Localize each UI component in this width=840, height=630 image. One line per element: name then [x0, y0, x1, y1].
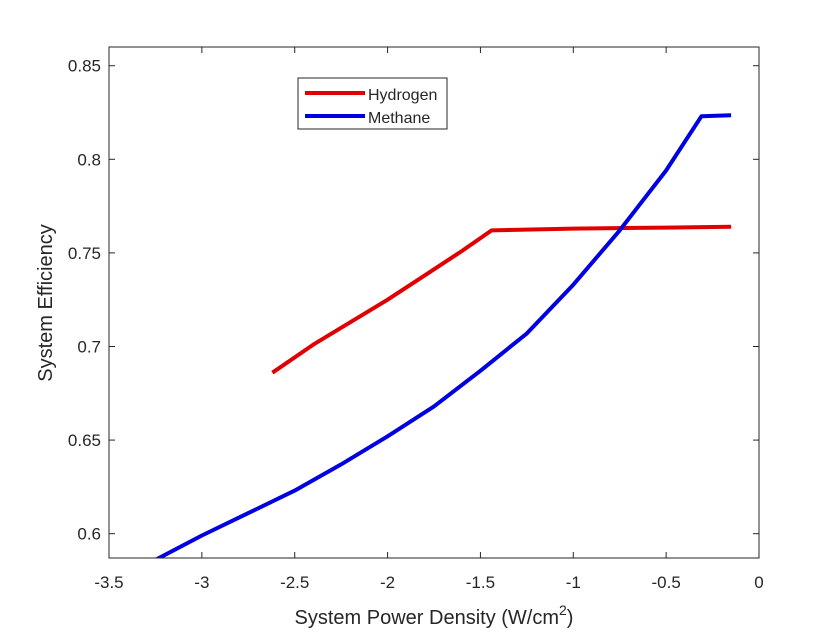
x-tick-label: -3.5 — [94, 573, 123, 592]
y-tick-label: 0.85 — [68, 57, 101, 76]
x-axis-label-main: System Power Density (W/cm — [295, 607, 559, 629]
y-tick-label: 0.8 — [77, 150, 101, 169]
legend: Hydrogen Methane — [297, 77, 448, 130]
x-tick-label: -0.5 — [651, 573, 680, 592]
plot-background — [109, 47, 759, 558]
x-tick-label: -1.5 — [466, 573, 495, 592]
y-axis-label: System Efficiency — [35, 224, 57, 381]
plot-border — [108, 46, 760, 559]
y-tick-label: 0.75 — [68, 244, 101, 263]
legend-label-methane: Methane — [368, 110, 430, 127]
y-axis-ticks: 0.6 0.65 0.7 0.75 0.8 0.85 — [68, 57, 759, 544]
series-layer — [154, 113, 732, 558]
y-tick-label: 0.7 — [77, 337, 101, 356]
y-tick-label: 0.65 — [68, 431, 101, 450]
x-tick-label: -2 — [380, 573, 395, 592]
y-tick-label: 0.6 — [77, 525, 101, 544]
x-tick-label: -2.5 — [280, 573, 309, 592]
x-axis-label-end: ) — [567, 607, 574, 629]
x-axis-label: System Power Density (W/cm2) — [295, 602, 574, 629]
series-line-methane — [154, 113, 732, 558]
legend-label-hydrogen: Hydrogen — [368, 87, 437, 104]
x-tick-label: -3 — [194, 573, 209, 592]
x-tick-label: 0 — [754, 573, 763, 592]
x-tick-label: -1 — [566, 573, 581, 592]
x-axis-ticks: -3.5 -3 -2.5 -2 -1.5 -1 -0.5 0 — [94, 47, 764, 592]
x-axis-label-superscript: 2 — [559, 602, 567, 618]
legend-box — [297, 77, 448, 130]
